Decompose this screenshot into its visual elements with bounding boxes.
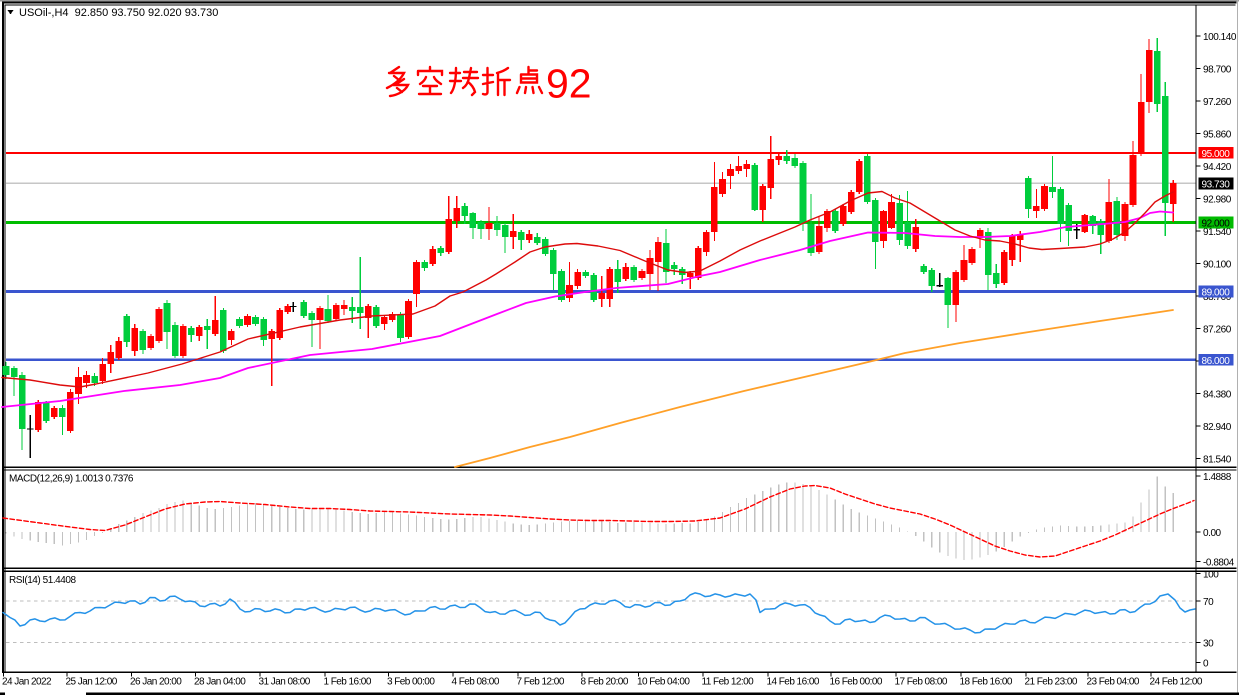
svg-text:17 Feb 08:00: 17 Feb 08:00	[895, 677, 948, 688]
svg-text:84.380: 84.380	[1203, 390, 1232, 401]
svg-text:86.000: 86.000	[1202, 356, 1231, 367]
svg-text:7 Feb 12:00: 7 Feb 12:00	[517, 677, 565, 688]
svg-text:MACD(12,26,9) 1.0013 0.7376: MACD(12,26,9) 1.0013 0.7376	[9, 474, 134, 485]
svg-text:100: 100	[1203, 570, 1219, 581]
svg-text:95.000: 95.000	[1202, 149, 1231, 160]
svg-text:10 Feb 04:00: 10 Feb 04:00	[637, 677, 690, 688]
svg-text:31 Jan 08:00: 31 Jan 08:00	[259, 677, 311, 688]
svg-text:3 Feb 00:00: 3 Feb 00:00	[387, 677, 435, 688]
svg-text:94.420: 94.420	[1203, 162, 1232, 173]
svg-text:92.980: 92.980	[1203, 195, 1232, 206]
svg-text:30: 30	[1203, 639, 1214, 650]
svg-text:21 Feb 23:00: 21 Feb 23:00	[1025, 677, 1078, 688]
svg-text:95.860: 95.860	[1203, 130, 1232, 141]
svg-text:93.730: 93.730	[1202, 180, 1231, 191]
svg-text:91.540: 91.540	[1203, 227, 1232, 238]
svg-text:18 Feb 16:00: 18 Feb 16:00	[960, 677, 1013, 688]
svg-text:23 Feb 04:00: 23 Feb 04:00	[1087, 677, 1140, 688]
svg-text:8 Feb 20:00: 8 Feb 20:00	[581, 677, 629, 688]
svg-text:25 Jan 12:00: 25 Jan 12:00	[66, 677, 118, 688]
svg-text:89.000: 89.000	[1202, 288, 1231, 299]
svg-text:82.940: 82.940	[1203, 422, 1232, 433]
svg-text:16 Feb 00:00: 16 Feb 00:00	[830, 677, 883, 688]
svg-text:1 Feb 16:00: 1 Feb 16:00	[324, 677, 372, 688]
svg-text:92: 92	[546, 61, 592, 107]
svg-text:11 Feb 12:00: 11 Feb 12:00	[702, 677, 755, 688]
svg-text:81.540: 81.540	[1203, 455, 1232, 466]
svg-text:97.260: 97.260	[1203, 97, 1232, 108]
svg-text:14 Feb 16:00: 14 Feb 16:00	[767, 677, 820, 688]
svg-text:70: 70	[1203, 597, 1214, 608]
svg-text:0.00: 0.00	[1203, 528, 1222, 539]
svg-text:92.000: 92.000	[1202, 219, 1231, 230]
svg-text:USOil-,H4 92.850 93.750 92.02: USOil-,H4 92.850 93.750 92.020 93.730	[19, 7, 218, 19]
svg-text:1.4888: 1.4888	[1203, 472, 1232, 483]
svg-text:90.100: 90.100	[1203, 260, 1232, 271]
svg-text:28 Jan 04:00: 28 Jan 04:00	[194, 677, 246, 688]
svg-text:4 Feb 08:00: 4 Feb 08:00	[452, 677, 500, 688]
svg-text:24 Feb 12:00: 24 Feb 12:00	[1150, 677, 1203, 688]
svg-text:100.140: 100.140	[1203, 32, 1237, 43]
svg-text:RSI(14) 51.4408: RSI(14) 51.4408	[9, 575, 77, 586]
svg-text:98.700: 98.700	[1203, 65, 1232, 76]
svg-text:-0.8804: -0.8804	[1203, 558, 1235, 569]
svg-text:87.260: 87.260	[1203, 325, 1232, 336]
svg-text:0: 0	[1203, 659, 1209, 670]
svg-text:24 Jan 2022: 24 Jan 2022	[2, 677, 52, 688]
svg-text:26 Jan 20:00: 26 Jan 20:00	[130, 677, 182, 688]
